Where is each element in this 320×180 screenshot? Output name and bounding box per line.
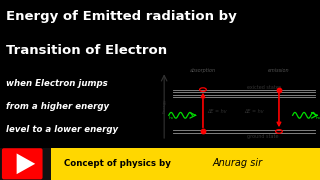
Text: level to a lower energy: level to a lower energy	[6, 125, 118, 134]
Text: hv: hv	[168, 116, 174, 120]
Polygon shape	[17, 153, 35, 174]
Bar	[51, 148, 320, 180]
Text: Anurag sir: Anurag sir	[213, 158, 263, 168]
Text: ΔE = hv: ΔE = hv	[244, 109, 264, 114]
Text: ΔE = hv: ΔE = hv	[207, 109, 227, 114]
Text: ground state: ground state	[247, 134, 278, 139]
Text: Concept of physics by: Concept of physics by	[64, 159, 174, 168]
Text: exicted states: exicted states	[247, 85, 281, 90]
FancyBboxPatch shape	[2, 148, 43, 179]
Text: emission: emission	[268, 68, 290, 73]
Text: Transition of Electron: Transition of Electron	[6, 44, 168, 57]
Text: Energy: Energy	[162, 99, 166, 113]
Text: hv: hv	[316, 116, 320, 120]
Text: when Electron jumps: when Electron jumps	[6, 78, 108, 87]
Text: absorption: absorption	[190, 68, 216, 73]
Bar	[0, 148, 51, 180]
Text: Energy of Emitted radiation by: Energy of Emitted radiation by	[6, 10, 237, 23]
Text: from a higher energy: from a higher energy	[6, 102, 109, 111]
